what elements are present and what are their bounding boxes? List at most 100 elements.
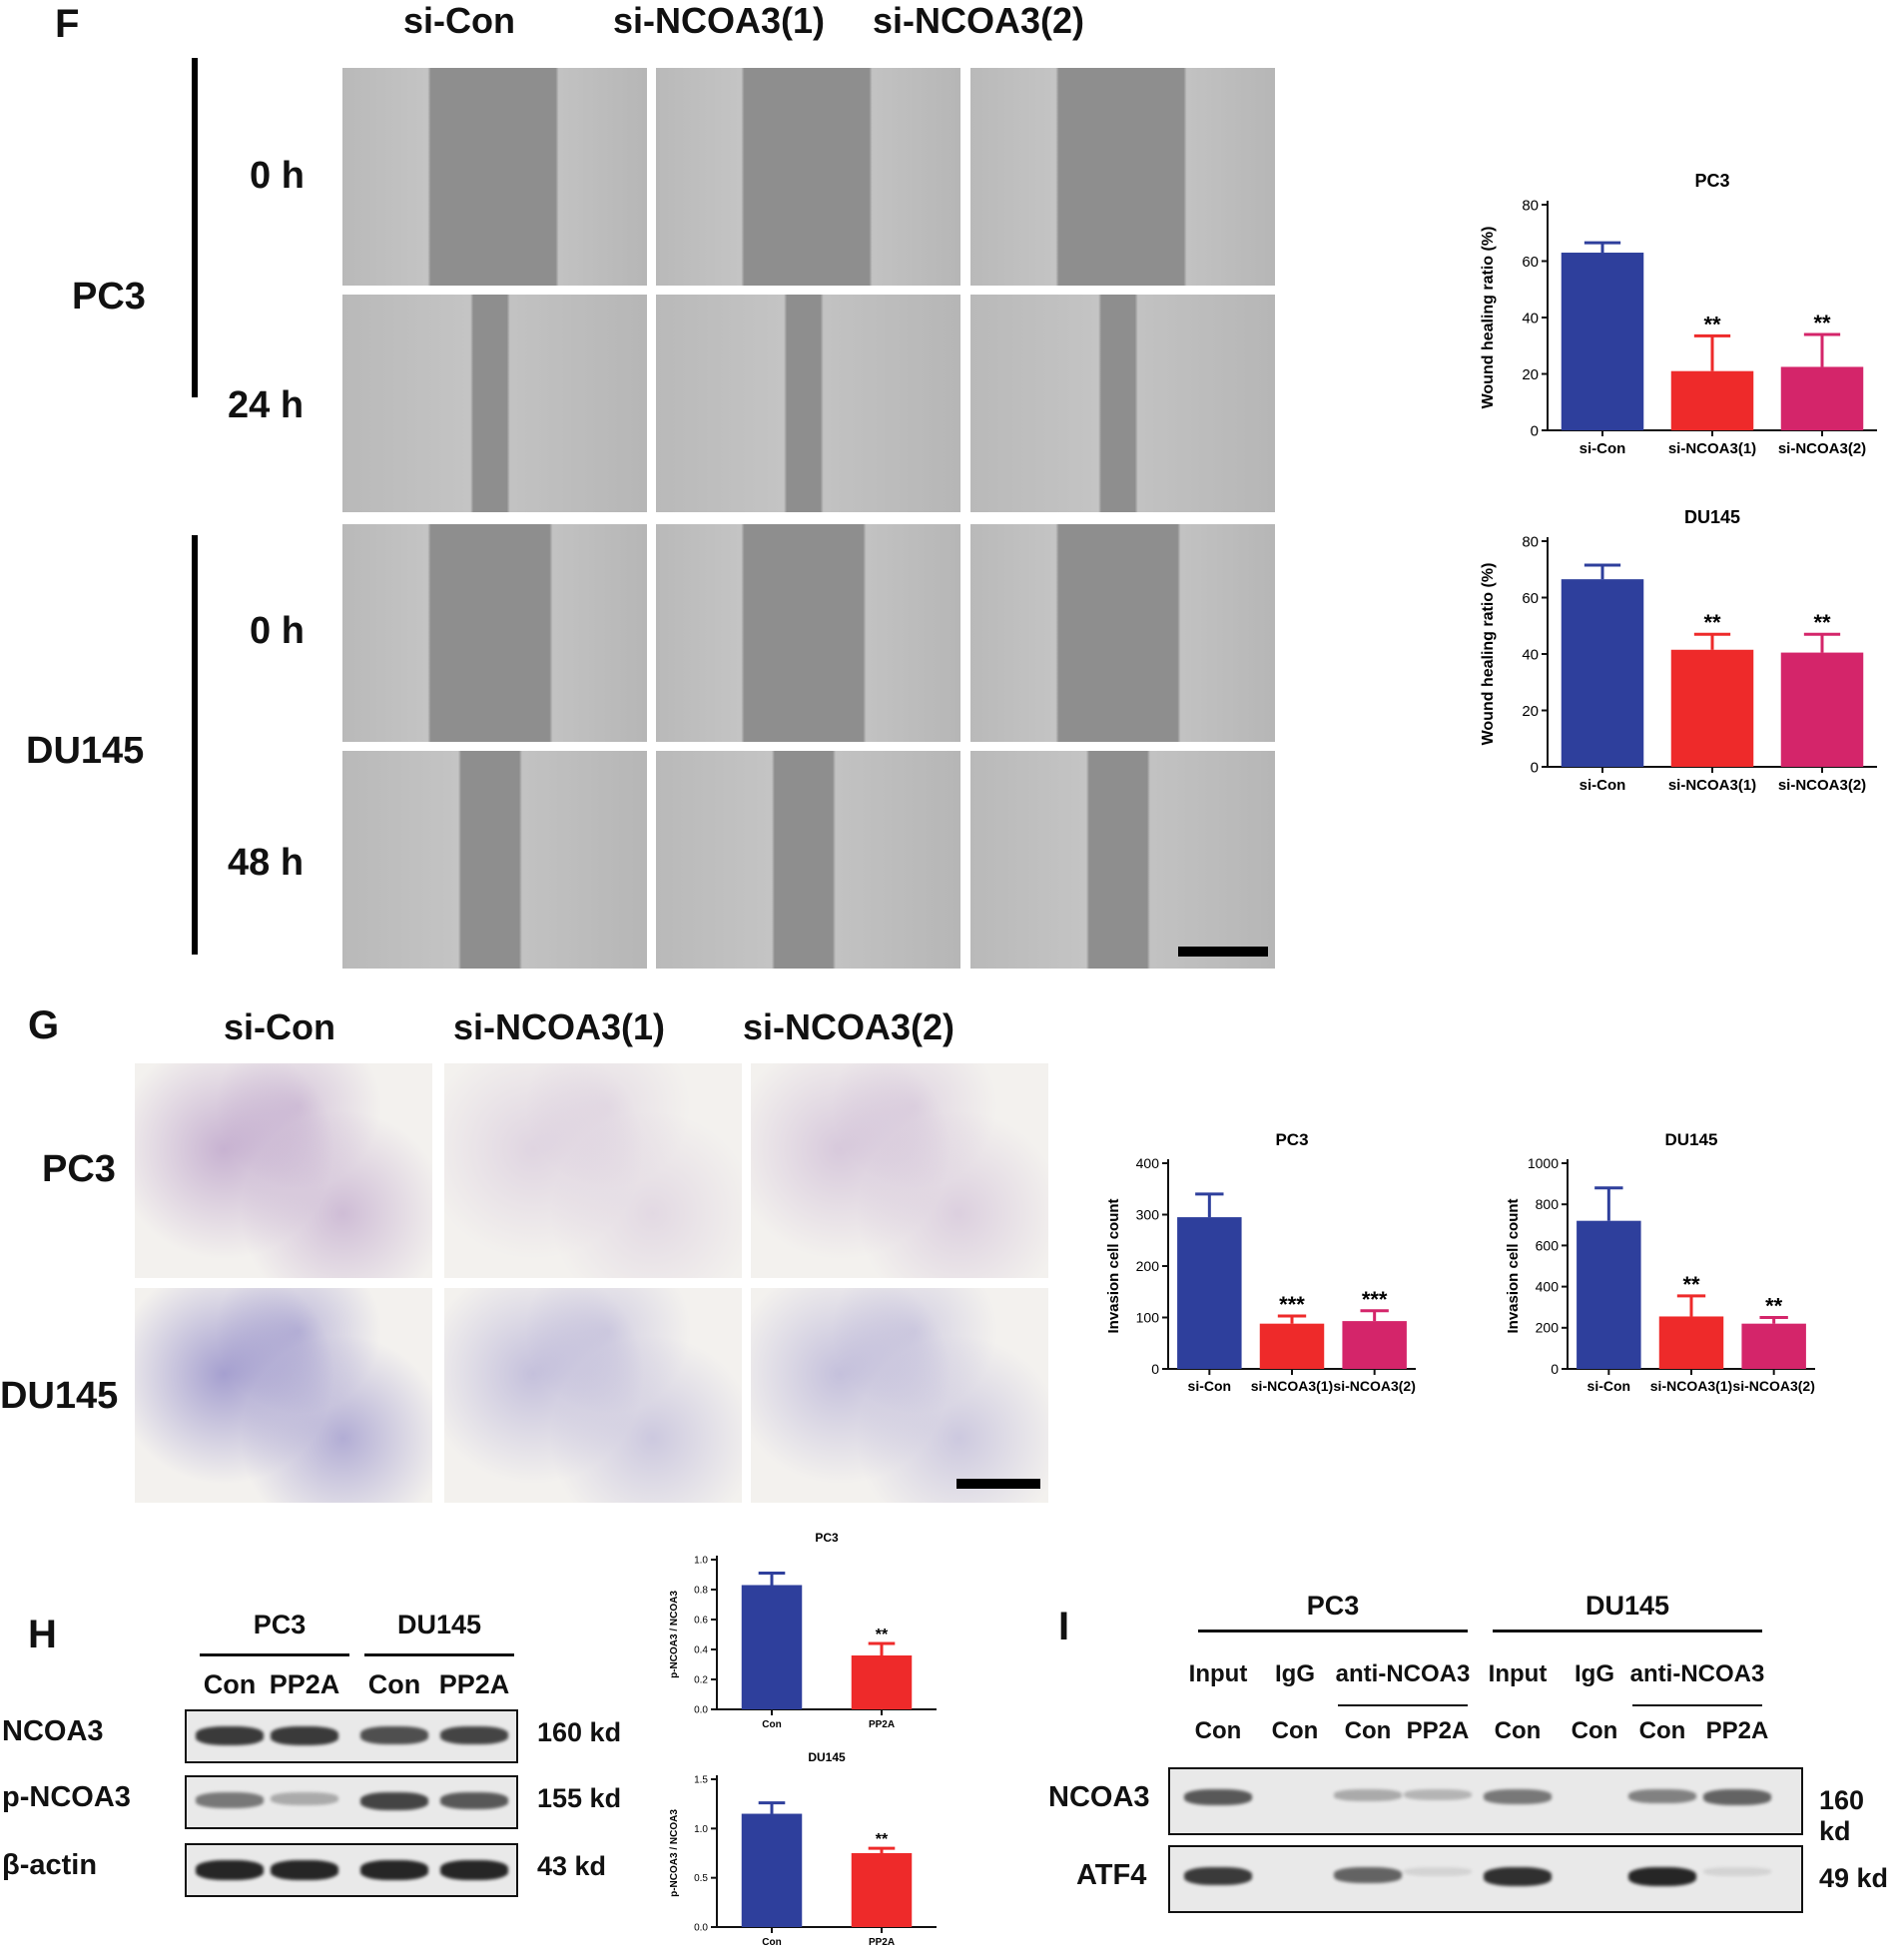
significance-label: *** <box>1279 1292 1305 1317</box>
chart-pncoa3-pc3: PC3 0.0 0.2 0.4 0.6 0.8 1.0 p-NCOA3 / NCOA3 Con P… <box>669 1531 937 1730</box>
h-size-label: 160 kd <box>537 1717 622 1747</box>
h-size-label: 155 kd <box>537 1783 622 1813</box>
y-tick-label: 40 <box>1522 310 1539 327</box>
x-tick-label: si-NCOA3(1) <box>1668 777 1756 794</box>
significance-label: ** <box>1813 610 1831 635</box>
bar <box>851 1655 913 1709</box>
i-lane-label: Con <box>1571 1717 1618 1744</box>
x-tick-label: Con <box>762 1719 781 1730</box>
wound-image-r3-c2 <box>970 751 1275 969</box>
y-tick-label: 0 <box>1151 1361 1159 1377</box>
wound-image-r1-c0 <box>342 295 647 512</box>
x-tick-label: si-Con <box>1580 777 1626 794</box>
significance-label: ** <box>1813 311 1831 335</box>
bar <box>1561 579 1644 767</box>
significance-label: ** <box>876 1627 889 1643</box>
y-tick-label: 1.0 <box>694 1824 708 1835</box>
y-tick-label: 60 <box>1522 254 1539 271</box>
bar <box>1658 1316 1724 1369</box>
y-tick-label: 0.5 <box>694 1873 708 1884</box>
chart-title: DU145 <box>808 1750 846 1764</box>
y-tick-label: 400 <box>1536 1279 1560 1295</box>
i-band <box>1404 1867 1472 1877</box>
chart-title: PC3 <box>1275 1130 1308 1149</box>
i-lane-label: Con <box>1271 1717 1319 1744</box>
bar <box>741 1813 803 1927</box>
i-band <box>1404 1789 1472 1800</box>
invasion-image-r0-c1 <box>444 1063 742 1278</box>
i-band <box>1334 1867 1402 1883</box>
h-band <box>440 1726 508 1744</box>
g-row-label-du145: DU145 <box>0 1375 119 1417</box>
i-pc3-anti-ncoa3-underline <box>1338 1704 1468 1706</box>
significance-label: ** <box>876 1831 889 1848</box>
i-lane-label: Con <box>1344 1717 1392 1744</box>
x-tick-label: si-Con <box>1580 440 1626 457</box>
h-group-label-du145: DU145 <box>396 1610 482 1639</box>
significance-label: *** <box>1362 1287 1388 1312</box>
i-subheader-label: anti-NCOA3 <box>1335 1660 1471 1687</box>
f-time-label-pc3-24h: 24 h <box>228 384 305 426</box>
h-du145-underline <box>364 1653 514 1656</box>
g-scale-bar <box>956 1479 1040 1489</box>
wound-image-r2-c2 <box>970 524 1275 742</box>
h-band <box>440 1860 508 1880</box>
h-band <box>360 1860 428 1880</box>
wound-image-r3-c0 <box>342 751 647 969</box>
significance-label: ** <box>1703 312 1721 336</box>
f-time-label-du145-48h: 48 h <box>228 842 305 884</box>
invasion-image-r1-c0 <box>135 1288 432 1503</box>
bar <box>1780 366 1864 430</box>
bar <box>1259 1323 1325 1369</box>
bar <box>1780 652 1864 767</box>
y-tick-label: 0 <box>1551 1361 1559 1377</box>
i-group-label-pc3: PC3 <box>1306 1591 1360 1621</box>
i-protein-label: ATF4 <box>1076 1859 1147 1891</box>
f-time-label-pc3-0h: 0 h <box>250 155 305 197</box>
i-lane-label: Con <box>1494 1717 1542 1744</box>
x-tick-label: si-NCOA3(2) <box>1778 777 1866 794</box>
x-tick-label: si-Con <box>1188 1378 1232 1394</box>
h-band <box>196 1726 264 1745</box>
wound-image-r3-c1 <box>656 751 960 969</box>
significance-label: ** <box>1703 610 1721 635</box>
f-column-header-si-ncoa3-2: si-NCOA3(2) <box>872 0 1085 41</box>
y-tick-label: 0.0 <box>694 1923 708 1934</box>
i-lane-label: Con <box>1638 1717 1686 1744</box>
wound-image-r2-c1 <box>656 524 960 742</box>
h-band <box>271 1792 338 1805</box>
y-tick-label: 200 <box>1536 1320 1560 1336</box>
h-protein-label: p-NCOA3 <box>2 1781 131 1813</box>
x-tick-label: si-NCOA3(1) <box>1668 440 1756 457</box>
h-band <box>271 1860 338 1880</box>
i-band <box>1484 1789 1552 1804</box>
i-subheader-label: IgG <box>1575 1660 1614 1687</box>
i-band <box>1703 1789 1771 1805</box>
y-tick-label: 0.8 <box>694 1586 708 1597</box>
panel-letter-h: H <box>28 1613 57 1656</box>
i-size-label: 160 kd <box>1819 1785 1865 1846</box>
y-axis-label: Invasion cell count <box>1505 1198 1522 1333</box>
y-tick-label: 200 <box>1136 1258 1160 1274</box>
y-tick-label: 0 <box>1531 759 1539 776</box>
chart-pncoa3-du145: DU145 0.0 0.5 1.0 1.5 p-NCOA3 / NCOA3 Con PP2A *… <box>669 1750 937 1948</box>
i-lane-label: Con <box>1194 1717 1242 1744</box>
x-tick-label: Con <box>762 1937 781 1948</box>
g-row-label-pc3: PC3 <box>42 1148 116 1190</box>
y-tick-label: 60 <box>1522 590 1539 607</box>
h-band <box>360 1792 428 1810</box>
bar <box>1741 1323 1806 1369</box>
i-band <box>1184 1789 1252 1806</box>
x-tick-label: si-Con <box>1587 1378 1631 1394</box>
y-axis-label: Invasion cell count <box>1105 1198 1122 1333</box>
wound-image-r1-c2 <box>970 295 1275 512</box>
i-subheader-label: IgG <box>1275 1660 1315 1687</box>
bar <box>1670 370 1754 430</box>
i-band <box>1703 1867 1771 1877</box>
h-protein-label: NCOA3 <box>2 1715 104 1747</box>
h-lane-label: Con <box>203 1669 257 1699</box>
bar <box>1561 253 1644 430</box>
f-row-label-pc3: PC3 <box>72 276 146 318</box>
chart-wound-du145: DU145 0 20 40 60 80 Wound healing ratio (%) si-… <box>1480 507 1877 794</box>
i-band <box>1334 1789 1402 1801</box>
